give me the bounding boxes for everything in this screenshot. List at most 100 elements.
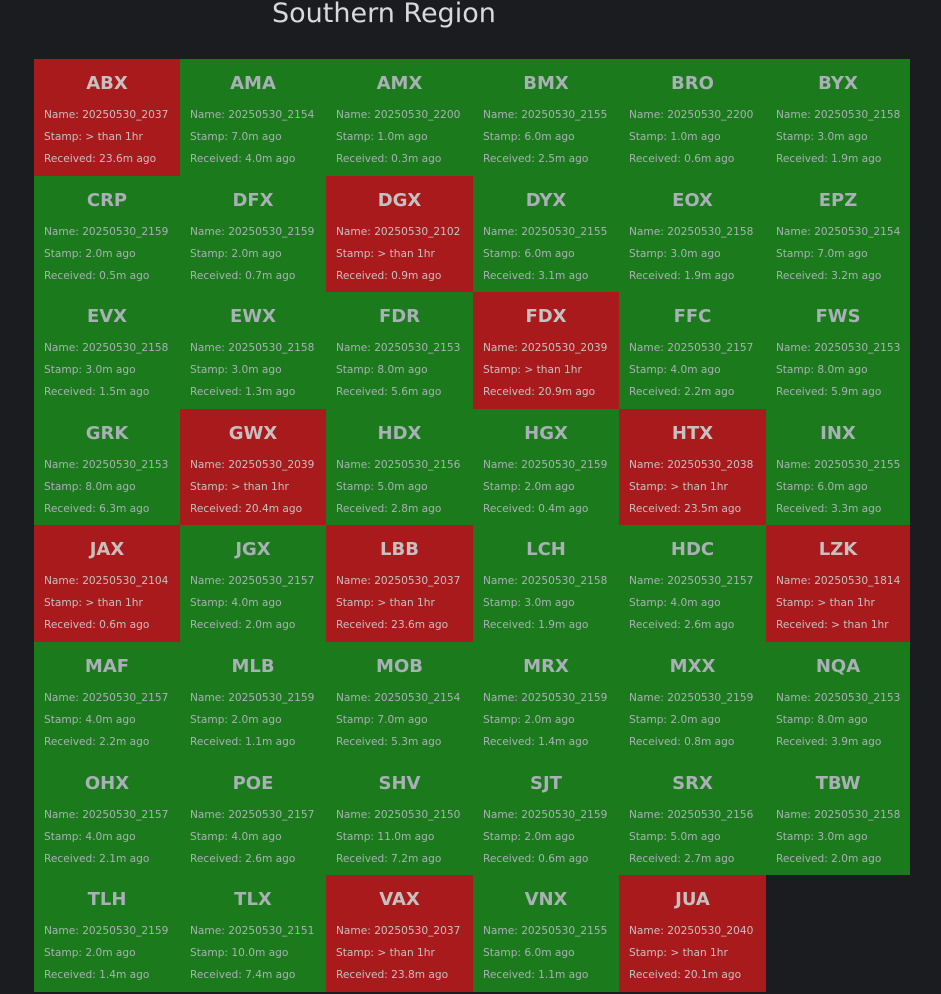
station-received-line: Received: 0.3m ago <box>336 153 442 165</box>
station-stamp-line: Stamp: 10.0m ago <box>190 947 289 960</box>
station-tile-vax[interactable]: VAX Name: 20250530_2037 Stamp: > than 1hr R… <box>326 875 473 992</box>
station-tile-eox[interactable]: EOX Name: 20250530_2158 Stamp: 3.0m ago Rec… <box>619 175 766 293</box>
station-tile-ohx[interactable]: OHX Name: 20250530_2157 Stamp: 4.0m ago Rec… <box>34 758 180 876</box>
station-received-line: Received: 2.6m ago <box>190 852 296 865</box>
station-code: MLB <box>231 655 275 677</box>
station-stamp-line: Stamp: > than 1hr <box>336 247 435 260</box>
station-tile-dgx[interactable]: DGX Name: 20250530_2102 Stamp: > than 1hr R… <box>326 175 473 293</box>
station-tile-hdc[interactable]: HDC Name: 20250530_2157 Stamp: 4.0m ago Rec… <box>619 525 766 642</box>
station-code: TBW <box>815 772 861 794</box>
station-tile-ewx[interactable]: EWX Name: 20250530_2158 Stamp: 3.0m ago Rec… <box>180 292 326 409</box>
station-name-line: Name: 20250530_2102 <box>336 225 461 238</box>
station-tile-lbb[interactable]: LBB Name: 20250530_2037 Stamp: > than 1hr R… <box>326 525 473 642</box>
station-tile-jua[interactable]: JUA Name: 20250530_2040 Stamp: > than 1hr R… <box>619 875 766 992</box>
station-received-line: Received: 1.1m ago <box>190 735 296 748</box>
station-name-line: Name: 20250530_2155 <box>776 458 901 471</box>
station-code: FDX <box>525 306 567 328</box>
station-received-line: Received: 1.9m ago <box>629 269 735 282</box>
station-tile-amx[interactable]: AMX Name: 20250530_2200 Stamp: 1.0m ago Rec… <box>326 59 473 176</box>
station-code: EOX <box>672 189 713 211</box>
station-tile-gwx[interactable]: GWX Name: 20250530_2039 Stamp: > than 1hr R… <box>180 408 326 526</box>
station-code: FFC <box>673 306 712 328</box>
station-tile-dyx[interactable]: DYX Name: 20250530_2155 Stamp: 6.0m ago Rec… <box>473 175 619 293</box>
station-code: INX <box>820 422 856 444</box>
station-tile-tlh[interactable]: TLH Name: 20250530_2159 Stamp: 2.0m ago Rec… <box>34 875 180 992</box>
station-tile-tbw[interactable]: TBW Name: 20250530_2158 Stamp: 3.0m ago Rec… <box>766 758 910 876</box>
station-name-line: Name: 20250530_2157 <box>629 575 754 588</box>
station-received-line: Received: 0.6m ago <box>629 153 735 165</box>
station-stamp-line: Stamp: 6.0m ago <box>776 480 868 493</box>
station-tile-hdx[interactable]: HDX Name: 20250530_2156 Stamp: 5.0m ago Rec… <box>326 408 473 526</box>
station-stamp-line: Stamp: 4.0m ago <box>629 364 721 377</box>
station-code: LBB <box>380 539 419 561</box>
station-tile-mxx[interactable]: MXX Name: 20250530_2159 Stamp: 2.0m ago Rec… <box>619 641 766 759</box>
station-tile-poe[interactable]: POE Name: 20250530_2157 Stamp: 4.0m ago Rec… <box>180 758 326 876</box>
station-name-line: Name: 20250530_2157 <box>44 808 169 821</box>
station-tile-crp[interactable]: CRP Name: 20250530_2159 Stamp: 2.0m ago Rec… <box>34 175 180 293</box>
station-tile-maf[interactable]: MAF Name: 20250530_2157 Stamp: 4.0m ago Rec… <box>34 641 180 759</box>
station-name-line: Name: 20250530_2104 <box>44 575 169 588</box>
station-tile-lch[interactable]: LCH Name: 20250530_2158 Stamp: 3.0m ago Rec… <box>473 525 619 642</box>
station-tile-inx[interactable]: INX Name: 20250530_2155 Stamp: 6.0m ago Rec… <box>766 408 910 526</box>
station-name-line: Name: 20250530_2159 <box>483 458 608 471</box>
station-tile-nqa[interactable]: NQA Name: 20250530_2153 Stamp: 8.0m ago Rec… <box>766 641 910 759</box>
station-tile-htx[interactable]: HTX Name: 20250530_2038 Stamp: > than 1hr R… <box>619 408 766 526</box>
station-tile-fdx[interactable]: FDX Name: 20250530_2039 Stamp: > than 1hr R… <box>473 292 619 409</box>
station-tile-ffc[interactable]: FFC Name: 20250530_2157 Stamp: 4.0m ago Rec… <box>619 292 766 409</box>
station-tile-vnx[interactable]: VNX Name: 20250530_2155 Stamp: 6.0m ago Rec… <box>473 875 619 992</box>
station-tile-tlx[interactable]: TLX Name: 20250530_2151 Stamp: 10.0m ago Re… <box>180 875 326 992</box>
station-tile-fdr[interactable]: FDR Name: 20250530_2153 Stamp: 8.0m ago Rec… <box>326 292 473 409</box>
station-code: MAF <box>84 655 130 677</box>
station-tile-mlb[interactable]: MLB Name: 20250530_2159 Stamp: 2.0m ago Rec… <box>180 641 326 759</box>
station-tile-ama[interactable]: AMA Name: 20250530_2154 Stamp: 7.0m ago Rec… <box>180 59 326 176</box>
station-name-line: Name: 20250530_2154 <box>190 109 315 121</box>
station-tile-srx[interactable]: SRX Name: 20250530_2156 Stamp: 5.0m ago Rec… <box>619 758 766 876</box>
station-code: NQA <box>815 655 861 677</box>
station-name-line: Name: 20250530_2155 <box>483 925 608 938</box>
station-tile-jax[interactable]: JAX Name: 20250530_2104 Stamp: > than 1hr R… <box>34 525 180 642</box>
station-name-line: Name: 20250530_2038 <box>629 458 754 471</box>
station-stamp-line: Stamp: 2.0m ago <box>483 830 575 843</box>
station-stamp-line: Stamp: 2.0m ago <box>483 480 575 493</box>
station-status-grid: ABX Name: 20250530_2037 Stamp: > than 1hr R… <box>34 59 910 992</box>
station-code: FWS <box>815 306 861 328</box>
station-received-line: Received: 2.7m ago <box>629 852 735 865</box>
station-tile-bmx[interactable]: BMX Name: 20250530_2155 Stamp: 6.0m ago Rec… <box>473 59 619 176</box>
station-stamp-line: Stamp: 8.0m ago <box>776 364 868 377</box>
station-tile-byx[interactable]: BYX Name: 20250530_2158 Stamp: 3.0m ago Rec… <box>766 59 910 176</box>
station-code: JAX <box>89 539 125 561</box>
station-received-line: Received: 23.8m ago <box>336 969 449 982</box>
station-tile-sjt[interactable]: SJT Name: 20250530_2159 Stamp: 2.0m ago Rec… <box>473 758 619 876</box>
station-tile-hgx[interactable]: HGX Name: 20250530_2159 Stamp: 2.0m ago Rec… <box>473 408 619 526</box>
station-received-line: Received: 2.0m ago <box>190 619 296 632</box>
station-tile-lzk[interactable]: LZK Name: 20250530_1814 Stamp: > than 1hr R… <box>766 525 910 642</box>
station-stamp-line: Stamp: 3.0m ago <box>776 830 868 843</box>
station-name-line: Name: 20250530_2150 <box>336 808 461 821</box>
station-stamp-line: Stamp: 4.0m ago <box>44 713 136 726</box>
station-name-line: Name: 20250530_2157 <box>44 691 169 704</box>
station-stamp-line: Stamp: 2.0m ago <box>44 247 136 260</box>
station-name-line: Name: 20250530_2158 <box>483 575 608 588</box>
station-tile-shv[interactable]: SHV Name: 20250530_2150 Stamp: 11.0m ago Re… <box>326 758 473 876</box>
station-name-line: Name: 20250530_2154 <box>336 691 461 704</box>
station-tile-evx[interactable]: EVX Name: 20250530_2158 Stamp: 3.0m ago Rec… <box>34 292 180 409</box>
station-tile-epz[interactable]: EPZ Name: 20250530_2154 Stamp: 7.0m ago Rec… <box>766 175 910 293</box>
station-code: TLH <box>87 889 127 911</box>
station-tile-jgx[interactable]: JGX Name: 20250530_2157 Stamp: 4.0m ago Rec… <box>180 525 326 642</box>
station-received-line: Received: > than 1hr <box>776 619 889 632</box>
station-tile-fws[interactable]: FWS Name: 20250530_2153 Stamp: 8.0m ago Rec… <box>766 292 910 409</box>
station-tile-bro[interactable]: BRO Name: 20250530_2200 Stamp: 1.0m ago Rec… <box>619 59 766 176</box>
station-tile-abx[interactable]: ABX Name: 20250530_2037 Stamp: > than 1hr R… <box>34 59 180 176</box>
region-title: Southern Region <box>272 0 496 29</box>
station-code: SJT <box>530 772 562 794</box>
station-tile-dfx[interactable]: DFX Name: 20250530_2159 Stamp: 2.0m ago Rec… <box>180 175 326 293</box>
station-tile-mob[interactable]: MOB Name: 20250530_2154 Stamp: 7.0m ago Rec… <box>326 641 473 759</box>
station-code: SHV <box>378 772 421 794</box>
station-name-line: Name: 20250530_2154 <box>776 225 901 238</box>
station-received-line: Received: 0.6m ago <box>483 852 589 865</box>
station-tile-grk[interactable]: GRK Name: 20250530_2153 Stamp: 8.0m ago Rec… <box>34 408 180 526</box>
station-name-line: Name: 20250530_2159 <box>190 691 315 704</box>
station-code: BRO <box>671 73 714 94</box>
station-received-line: Received: 2.2m ago <box>629 386 735 399</box>
station-tile-mrx[interactable]: MRX Name: 20250530_2159 Stamp: 2.0m ago Rec… <box>473 641 619 759</box>
